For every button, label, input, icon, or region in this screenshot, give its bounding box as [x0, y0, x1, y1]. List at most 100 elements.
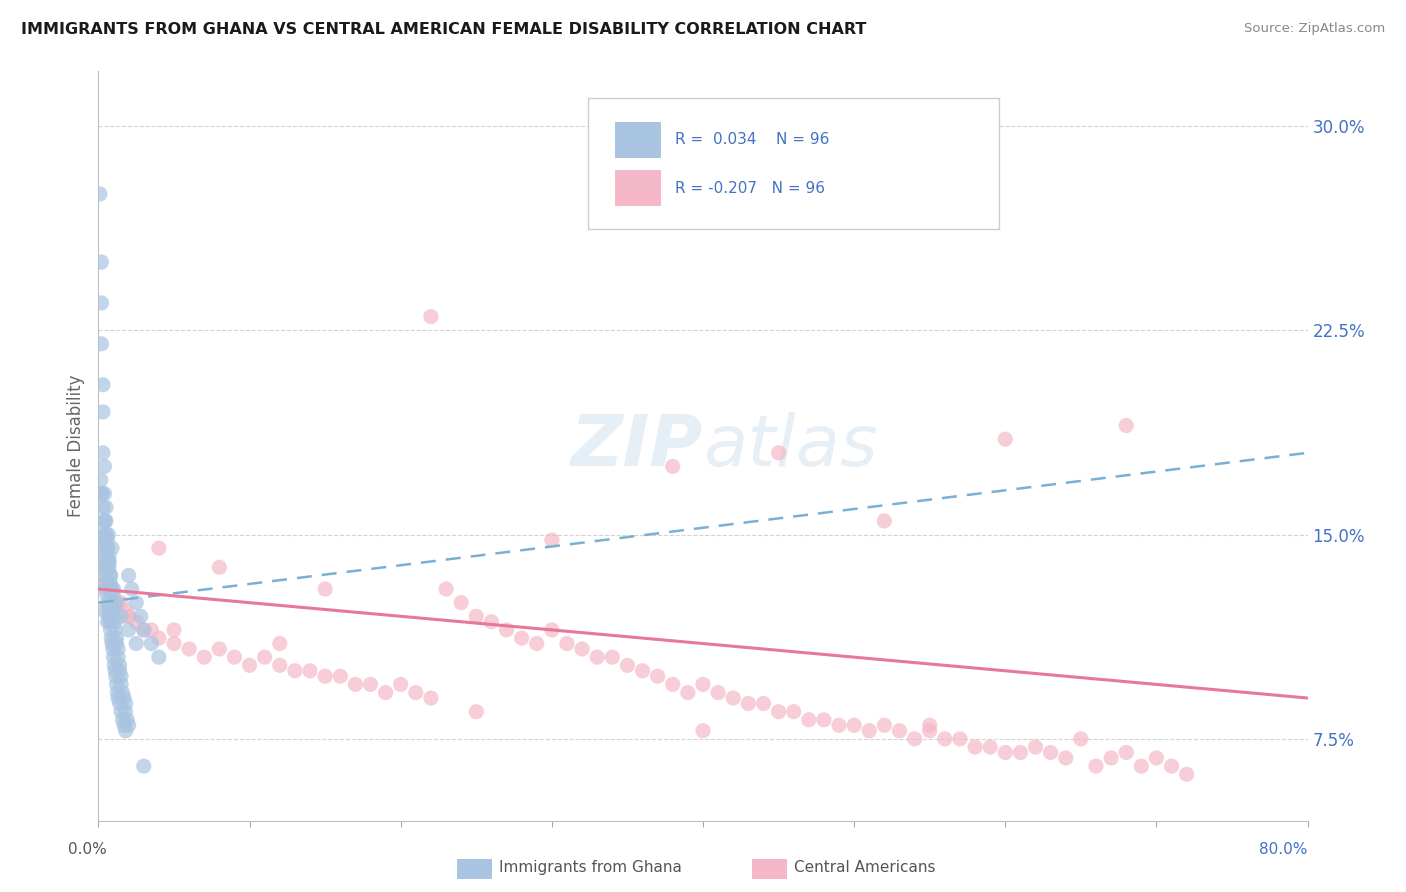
Point [97, 527, 120, 541]
Text: IMMIGRANTS FROM GHANA VS CENTRAL AMERICAN FEMALE DISABILITY CORRELATION CHART: IMMIGRANTS FROM GHANA VS CENTRAL AMERICA… [21, 22, 866, 37]
Point [105, 677, 128, 691]
Point [96, 541, 118, 556]
Point [692, 723, 714, 738]
Point [647, 669, 669, 683]
Point [91, 568, 114, 582]
Point [129, 609, 152, 624]
Point [93, 560, 115, 574]
Point [94, 514, 117, 528]
Point [107, 650, 129, 665]
Point [111, 713, 134, 727]
Point [91, 555, 114, 569]
Point [93, 459, 115, 474]
Point [1054, 751, 1077, 765]
Text: 0.0%: 0.0% [69, 842, 107, 857]
Point [110, 609, 132, 624]
Point [94, 500, 117, 515]
Point [555, 636, 578, 650]
Point [737, 697, 759, 711]
Point [114, 697, 136, 711]
Point [96, 533, 118, 547]
Point [114, 604, 136, 618]
Point [783, 705, 806, 719]
Point [224, 650, 246, 665]
Point [768, 705, 790, 719]
Point [111, 685, 134, 699]
Point [676, 685, 699, 699]
Point [873, 514, 896, 528]
Point [420, 691, 443, 706]
FancyBboxPatch shape [588, 97, 1000, 228]
Point [94, 527, 117, 541]
Point [873, 718, 896, 732]
Y-axis label: Female Disability: Female Disability [66, 375, 84, 517]
Point [90, 473, 112, 487]
Text: ZIP: ZIP [571, 411, 703, 481]
Text: Immigrants from Ghana: Immigrants from Ghana [499, 860, 682, 874]
Point [90, 336, 112, 351]
Point [208, 560, 231, 574]
Point [125, 636, 148, 650]
Point [96, 587, 118, 601]
Point [94, 576, 117, 591]
Point [949, 731, 972, 746]
Point [1070, 731, 1092, 746]
Point [96, 615, 118, 629]
Point [93, 514, 115, 528]
Point [112, 691, 135, 706]
FancyBboxPatch shape [614, 170, 661, 206]
Point [1160, 759, 1182, 773]
Point [108, 664, 131, 678]
Point [723, 691, 745, 706]
Point [90, 533, 112, 547]
Point [1115, 746, 1137, 760]
Point [540, 533, 562, 547]
Point [118, 568, 141, 582]
Point [90, 486, 112, 500]
Point [1085, 759, 1108, 773]
Point [918, 718, 941, 732]
Point [918, 723, 941, 738]
Point [91, 500, 114, 515]
Point [299, 664, 322, 678]
Point [904, 731, 927, 746]
Point [118, 718, 141, 732]
Point [90, 541, 112, 556]
Point [586, 650, 609, 665]
Text: atlas: atlas [703, 411, 877, 481]
Text: 80.0%: 80.0% [1260, 842, 1308, 857]
Point [193, 650, 215, 665]
Point [118, 623, 141, 637]
Point [104, 623, 127, 637]
Point [91, 549, 114, 564]
Point [103, 587, 125, 601]
Point [148, 631, 170, 645]
Point [179, 642, 201, 657]
Point [114, 705, 136, 719]
Point [103, 596, 125, 610]
Point [91, 446, 114, 460]
Point [100, 582, 122, 596]
Point [98, 609, 121, 624]
Point [141, 636, 163, 650]
Point [98, 549, 121, 564]
Point [132, 623, 155, 637]
Point [420, 310, 443, 324]
Point [108, 658, 131, 673]
Point [91, 377, 114, 392]
Point [269, 636, 291, 650]
Text: Central Americans: Central Americans [794, 860, 936, 874]
Point [616, 658, 638, 673]
Point [105, 685, 128, 699]
Point [465, 609, 488, 624]
Point [105, 596, 128, 610]
Point [314, 669, 336, 683]
Point [979, 740, 1001, 755]
Point [141, 623, 163, 637]
Point [114, 723, 136, 738]
Point [101, 587, 124, 601]
Point [797, 713, 820, 727]
Point [96, 596, 118, 610]
Point [101, 642, 124, 657]
Point [101, 582, 124, 596]
